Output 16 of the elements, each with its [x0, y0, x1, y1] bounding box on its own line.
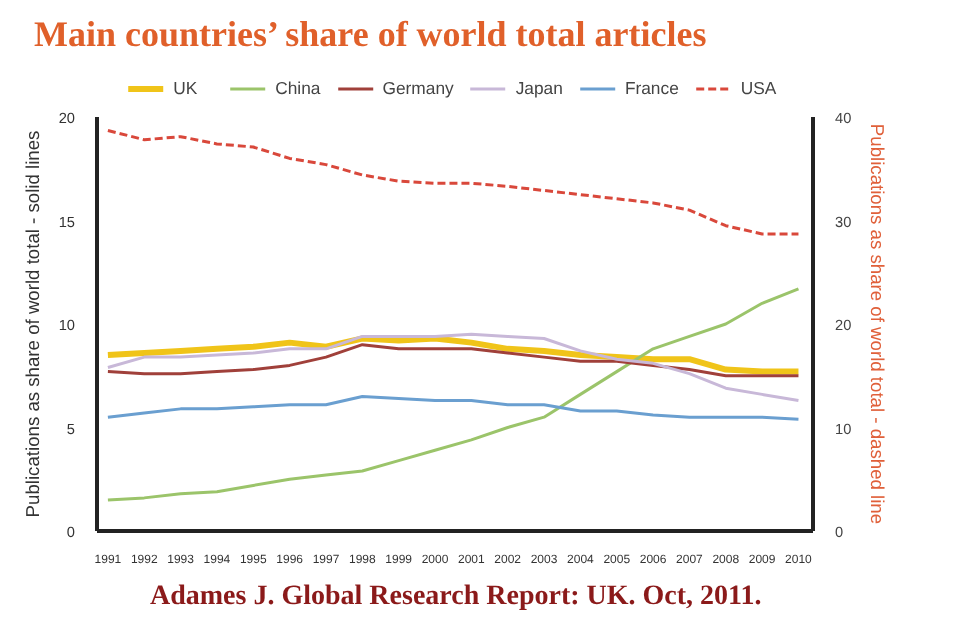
chart-title: Main countries’ share of world total articles	[34, 12, 707, 58]
legend-label: UK	[173, 78, 200, 98]
legend-label: France	[624, 78, 679, 98]
line-series	[106, 332, 800, 403]
text: Adames J. Global Research Report: UK. Oct, 2011.	[150, 580, 762, 616]
line-series	[104, 335, 802, 375]
y-axis-title: Publications as share of world total - solid lines	[22, 129, 43, 518]
line-series	[106, 343, 800, 378]
y2-axis-title: Publications as share of world total - dashed line	[867, 123, 888, 525]
legend-label: China	[275, 78, 321, 98]
legend-label: Germany	[382, 78, 454, 98]
line-series	[106, 394, 800, 421]
line-series	[106, 287, 800, 502]
legend-label: USA	[740, 78, 779, 98]
line-series	[106, 128, 800, 236]
legend-label: Japan	[515, 78, 563, 98]
